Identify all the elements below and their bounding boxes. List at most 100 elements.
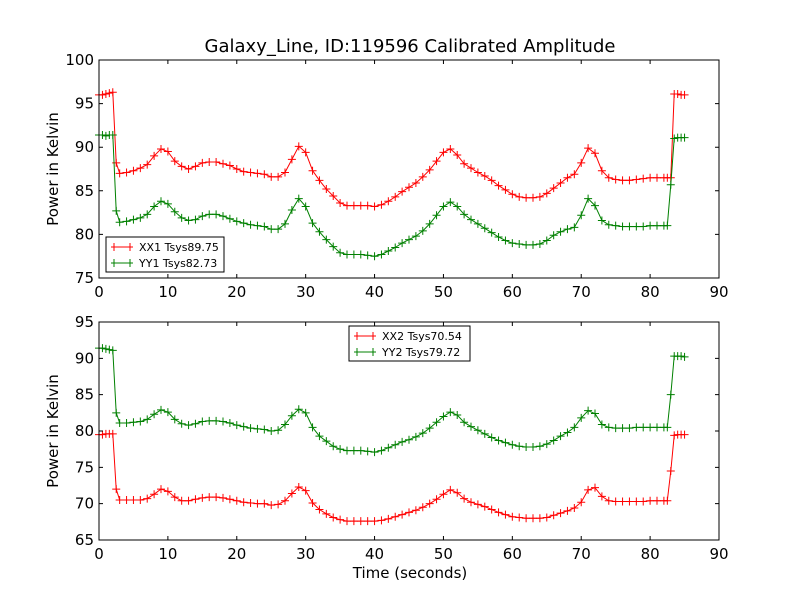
data-point xyxy=(480,429,489,438)
data-point xyxy=(405,183,413,192)
data-point xyxy=(315,505,324,514)
data-point xyxy=(370,252,379,261)
data-point xyxy=(150,410,159,419)
data-point xyxy=(267,172,276,181)
data-point xyxy=(446,144,455,153)
data-point xyxy=(267,225,276,234)
data-point xyxy=(239,422,248,431)
data-point xyxy=(98,344,107,353)
data-point xyxy=(501,185,510,194)
data-point xyxy=(363,201,372,210)
data-point xyxy=(639,222,648,231)
data-point xyxy=(198,417,207,426)
data-point xyxy=(487,433,496,442)
data-point xyxy=(105,345,114,354)
data-point xyxy=(646,221,655,230)
data-point xyxy=(680,352,689,361)
data-point xyxy=(632,497,641,506)
series-0-0 xyxy=(95,88,689,211)
data-point xyxy=(501,510,510,519)
data-point xyxy=(425,424,434,433)
data-point xyxy=(646,496,655,505)
x-tick-label: 30 xyxy=(296,545,315,563)
y-tick-label: 75 xyxy=(75,269,94,287)
data-point xyxy=(480,171,489,180)
y-tick-label: 80 xyxy=(75,422,94,440)
data-point xyxy=(246,168,255,177)
data-point xyxy=(467,422,475,431)
data-point xyxy=(267,427,276,435)
data-point xyxy=(274,426,283,435)
data-point xyxy=(418,172,427,181)
data-point xyxy=(363,447,372,456)
data-point xyxy=(625,497,634,506)
series-1-1 xyxy=(95,344,689,457)
data-point xyxy=(418,503,427,512)
data-point xyxy=(232,421,241,430)
data-point xyxy=(370,517,379,526)
data-point xyxy=(287,489,296,498)
data-point xyxy=(115,169,124,178)
data-point xyxy=(239,219,248,228)
data-point xyxy=(625,424,634,433)
data-point xyxy=(570,223,579,232)
data-point xyxy=(432,211,441,220)
data-point xyxy=(322,185,331,194)
data-point xyxy=(260,170,269,179)
data-point xyxy=(625,176,634,185)
y-axis-label: Power in Kelvin xyxy=(44,112,62,226)
legend-label: YY1 Tsys82.73 xyxy=(138,257,217,270)
data-point xyxy=(329,442,338,451)
data-point xyxy=(157,144,165,153)
data-point xyxy=(301,148,310,157)
data-point xyxy=(301,202,310,211)
data-point xyxy=(363,251,372,260)
data-point xyxy=(535,192,544,201)
bottom-panel: 0 10 20 30 40 50 60 70 80 90 65 70 75 80 85 90 95 Power i… xyxy=(44,313,729,563)
data-point xyxy=(597,492,606,501)
x-tick-label: 90 xyxy=(709,283,728,301)
data-point xyxy=(405,508,413,517)
x-tick-label: 80 xyxy=(641,283,660,301)
data-point xyxy=(487,176,496,185)
data-point xyxy=(549,184,558,193)
data-point xyxy=(329,513,338,522)
data-point xyxy=(663,221,672,230)
data-point xyxy=(225,495,234,504)
x-tick-label: 40 xyxy=(365,283,384,301)
data-point xyxy=(391,243,400,252)
top-panel: 0 10 20 30 40 50 60 70 80 90 75 80 85 90 95 100 Power in… xyxy=(44,51,729,301)
y-tick-label: 95 xyxy=(75,313,94,331)
data-point xyxy=(308,166,317,175)
data-point xyxy=(287,155,296,164)
data-point xyxy=(191,419,200,428)
legend-box xyxy=(105,236,225,273)
data-point xyxy=(432,157,441,166)
data-point xyxy=(439,412,448,421)
data-point xyxy=(439,202,448,211)
data-point xyxy=(542,236,551,245)
data-point xyxy=(205,493,214,502)
data-point xyxy=(591,409,599,418)
data-point xyxy=(646,423,655,432)
data-point xyxy=(508,440,517,449)
data-point xyxy=(143,160,152,169)
data-point xyxy=(591,483,599,492)
data-point xyxy=(473,219,482,228)
data-point xyxy=(136,417,145,426)
data-point xyxy=(136,164,145,173)
data-point xyxy=(343,517,351,526)
data-point xyxy=(453,411,462,420)
data-point xyxy=(108,429,117,438)
data-point xyxy=(515,192,524,201)
data-point xyxy=(157,197,165,206)
data-point xyxy=(191,495,200,504)
data-point xyxy=(281,219,289,228)
data-point xyxy=(411,178,420,187)
data-point xyxy=(522,442,531,451)
data-point xyxy=(315,432,324,441)
data-point xyxy=(232,496,241,505)
data-point xyxy=(680,90,689,99)
data-point xyxy=(467,164,475,173)
y-tick-label: 70 xyxy=(75,495,94,513)
